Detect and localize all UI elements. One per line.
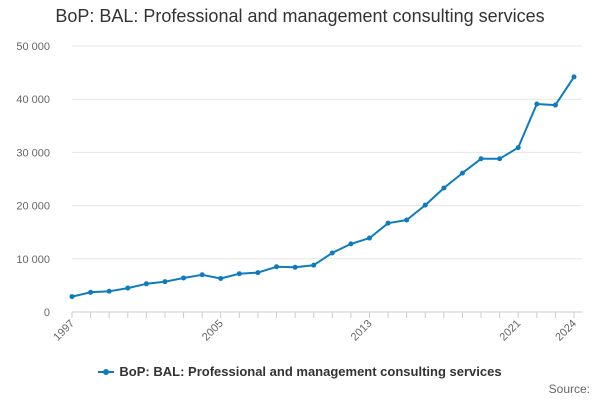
y-tick-label: 10 000: [16, 254, 50, 266]
data-point: [218, 275, 224, 281]
data-point: [125, 285, 131, 291]
data-point: [497, 156, 503, 162]
y-tick-label: 0: [44, 307, 50, 319]
legend-line-marker-icon: [98, 368, 115, 375]
y-tick-label: 40 000: [16, 94, 50, 106]
data-point: [69, 294, 75, 300]
data-point: [199, 272, 205, 278]
data-point: [106, 288, 112, 294]
data-point: [88, 289, 94, 295]
legend-series-label: BoP: BAL: Professional and management co…: [119, 364, 502, 379]
data-point: [255, 270, 261, 276]
y-tick-label: 20 000: [16, 201, 50, 213]
data-point: [515, 145, 521, 151]
x-tick-label: 2013: [349, 318, 375, 344]
x-tick-label: 2005: [200, 318, 226, 344]
series-line-layer: [71, 76, 575, 298]
axes: 0 10 000 20 000 30 000 40 000 50 000 1997 2005 2…: [16, 41, 582, 343]
data-point: [236, 271, 242, 277]
data-point: [534, 101, 540, 107]
x-tick-label: 2021: [498, 318, 524, 344]
data-point: [552, 102, 558, 108]
x-tick-label: 1997: [51, 318, 77, 344]
chart-title: BoP: BAL: Professional and management co…: [55, 6, 545, 26]
data-point: [311, 262, 317, 268]
data-point: [366, 235, 372, 241]
data-point: [292, 264, 298, 270]
x-tick-label: 2024: [553, 318, 579, 344]
data-point: [571, 74, 577, 80]
data-point: [385, 220, 391, 226]
data-point: [274, 264, 280, 270]
series-line: [71, 76, 575, 298]
data-points: [69, 74, 577, 300]
data-point: [143, 281, 149, 287]
data-point: [422, 202, 428, 208]
data-point: [162, 279, 168, 285]
source-label: Source:: [548, 382, 590, 396]
y-tick-label: 50 000: [16, 41, 50, 53]
data-point: [441, 185, 447, 191]
legend[interactable]: BoP: BAL: Professional and management co…: [0, 364, 600, 379]
data-point: [478, 156, 484, 162]
data-point: [329, 250, 335, 256]
data-point: [404, 217, 410, 223]
data-point: [348, 241, 354, 247]
data-point: [459, 170, 465, 176]
data-point: [181, 275, 187, 281]
y-tick-label: 30 000: [16, 147, 50, 159]
gridlines: [72, 45, 582, 260]
